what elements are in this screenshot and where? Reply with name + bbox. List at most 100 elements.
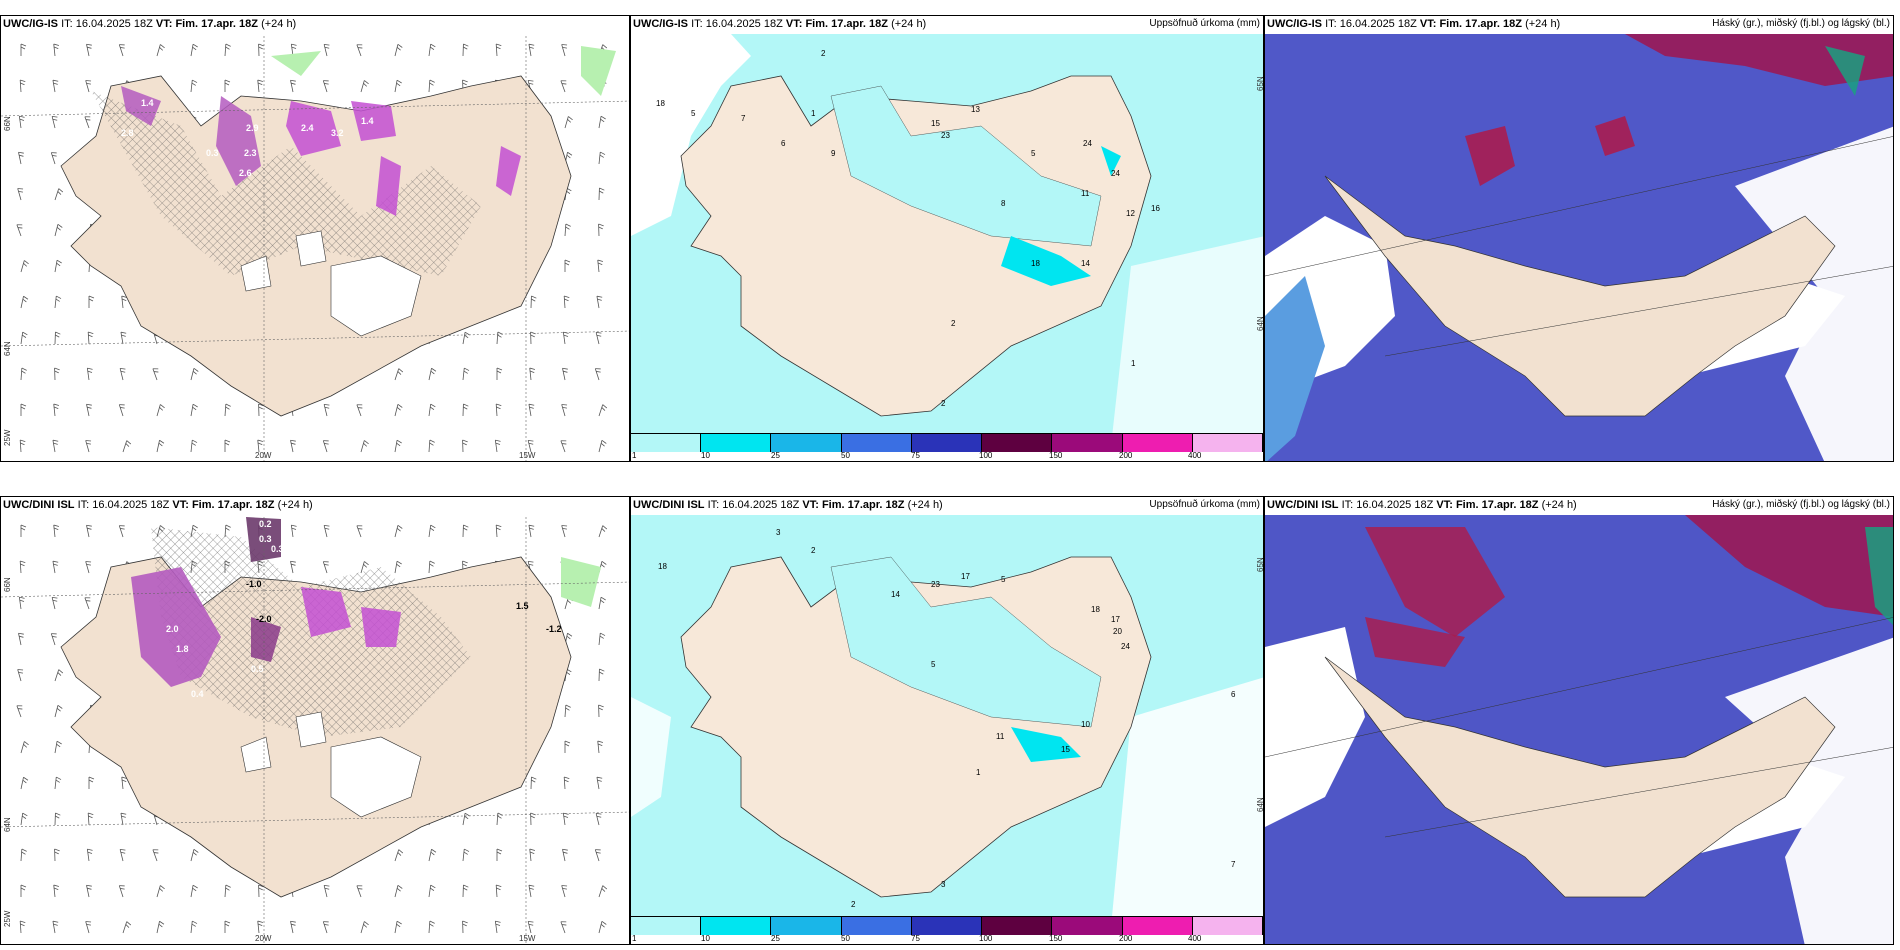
wind-barb — [360, 80, 370, 94]
wind-barb — [54, 776, 62, 790]
wind-barb — [54, 223, 64, 238]
colorbar-swatch — [1192, 917, 1263, 935]
wind-barb — [562, 331, 571, 345]
wind-barb — [462, 524, 469, 538]
value-label: 1 — [811, 109, 816, 118]
wind-barb — [86, 523, 95, 538]
wind-barb — [323, 42, 333, 57]
wind-barb — [562, 812, 571, 826]
wind-barb — [54, 367, 61, 381]
wind-barb — [428, 524, 437, 539]
wind-barb — [190, 848, 200, 863]
wind-barb — [86, 883, 95, 898]
value-label: 5 — [691, 109, 696, 118]
wind-barb — [19, 439, 27, 453]
wind-barb — [224, 403, 232, 417]
wind-barb — [85, 919, 95, 934]
value-label: 2.9 — [246, 123, 259, 133]
value-label: 2.0 — [166, 624, 179, 634]
value-label: 0.3 — [271, 544, 284, 554]
value-label: -1.2 — [546, 624, 562, 634]
lat-label: 66N — [3, 577, 12, 592]
wind-barb — [190, 439, 198, 453]
wind-barb — [462, 331, 471, 346]
value-label: 23 — [931, 580, 940, 589]
colorbar-swatch — [911, 917, 983, 935]
wind-barb — [564, 704, 572, 718]
wind-map: 2.9 2.3 2.6 0.3 1.4 2.4 1.4 2.8 3.2 — [1, 36, 629, 461]
value-label: 2.6 — [239, 168, 252, 178]
wind-barb — [20, 331, 29, 346]
wind-barb — [257, 79, 265, 93]
panel-title: UWC/IG-IS IT: 16.04.2025 18Z VT: Fim. 17… — [1267, 18, 1561, 30]
wind-barb — [118, 42, 129, 57]
wind-barb — [152, 847, 163, 862]
lon-label: 25W — [3, 429, 12, 446]
wind-barb — [528, 883, 537, 898]
colorbar-swatch — [701, 434, 772, 452]
wind-barb — [495, 524, 503, 538]
wind-barb — [54, 848, 61, 862]
colorbar-tick: 75 — [911, 451, 920, 460]
wind-barb — [394, 920, 403, 935]
wind-barb — [560, 438, 571, 453]
wind-barb — [224, 439, 231, 453]
wind-barb — [323, 883, 333, 898]
wind-barb — [20, 260, 30, 274]
wind-barb — [322, 78, 333, 93]
wind-barb — [598, 668, 605, 682]
wind-barb — [20, 403, 27, 417]
value-label: 5 — [1001, 575, 1006, 584]
wind-barb — [530, 812, 537, 826]
panel-field-title: Uppsöfnuð úrkoma (mm) — [1149, 18, 1260, 29]
value-label: 1.4 — [361, 116, 374, 126]
cloud-map — [1265, 34, 1893, 461]
wind-barb — [54, 188, 64, 202]
colorbar-tick: 10 — [701, 934, 710, 943]
value-label: 17 — [961, 572, 970, 581]
colorbar-swatch — [1052, 434, 1123, 452]
colorbar-swatch — [982, 434, 1053, 452]
colorbar-swatch — [1122, 434, 1193, 452]
wind-barb — [598, 439, 608, 454]
wind-barb — [561, 883, 571, 898]
wind-barb — [598, 223, 605, 237]
wind-barb — [598, 525, 608, 539]
wind-barb — [54, 331, 61, 345]
wind-barb — [20, 848, 28, 862]
wind-barb — [598, 704, 605, 718]
wind-barb — [290, 559, 299, 574]
wind-barb — [54, 669, 64, 683]
wind-barb — [156, 885, 166, 899]
wind-barb — [597, 259, 605, 273]
wind-barb — [54, 295, 62, 309]
panel-clouds-row1: UWC/IG-IS IT: 16.04.2025 18Z VT: Fim. 17… — [1264, 15, 1894, 462]
wind-barb — [156, 404, 166, 418]
wind-barb — [394, 884, 404, 899]
value-label: 2.8 — [121, 128, 134, 138]
wind-barb — [322, 438, 333, 453]
wind-barb — [85, 559, 95, 574]
value-label: 2 — [811, 546, 816, 555]
value-label: 17 — [1111, 615, 1120, 624]
colorbar-swatch — [1192, 434, 1263, 452]
wind-barb — [561, 402, 571, 417]
lat-label: 64N — [3, 341, 12, 356]
wind-barb — [50, 150, 61, 165]
wind-barb — [51, 595, 61, 610]
wind-barb — [290, 78, 299, 93]
colorbar-tick: 1 — [632, 934, 637, 943]
value-label: 0.3 — [259, 534, 272, 544]
wind-barb — [86, 42, 95, 57]
colorbar-tick: 75 — [911, 934, 920, 943]
value-label: 1.5 — [516, 601, 529, 611]
wind-barb — [52, 559, 61, 574]
wind-barb — [496, 367, 503, 381]
wind-barb — [120, 811, 129, 826]
wind-barb — [598, 632, 606, 646]
wind-barb — [16, 222, 27, 237]
wind-barb — [50, 631, 61, 646]
wind-barb — [494, 439, 503, 453]
wind-barb — [18, 115, 27, 129]
colorbar-swatch — [982, 917, 1053, 935]
